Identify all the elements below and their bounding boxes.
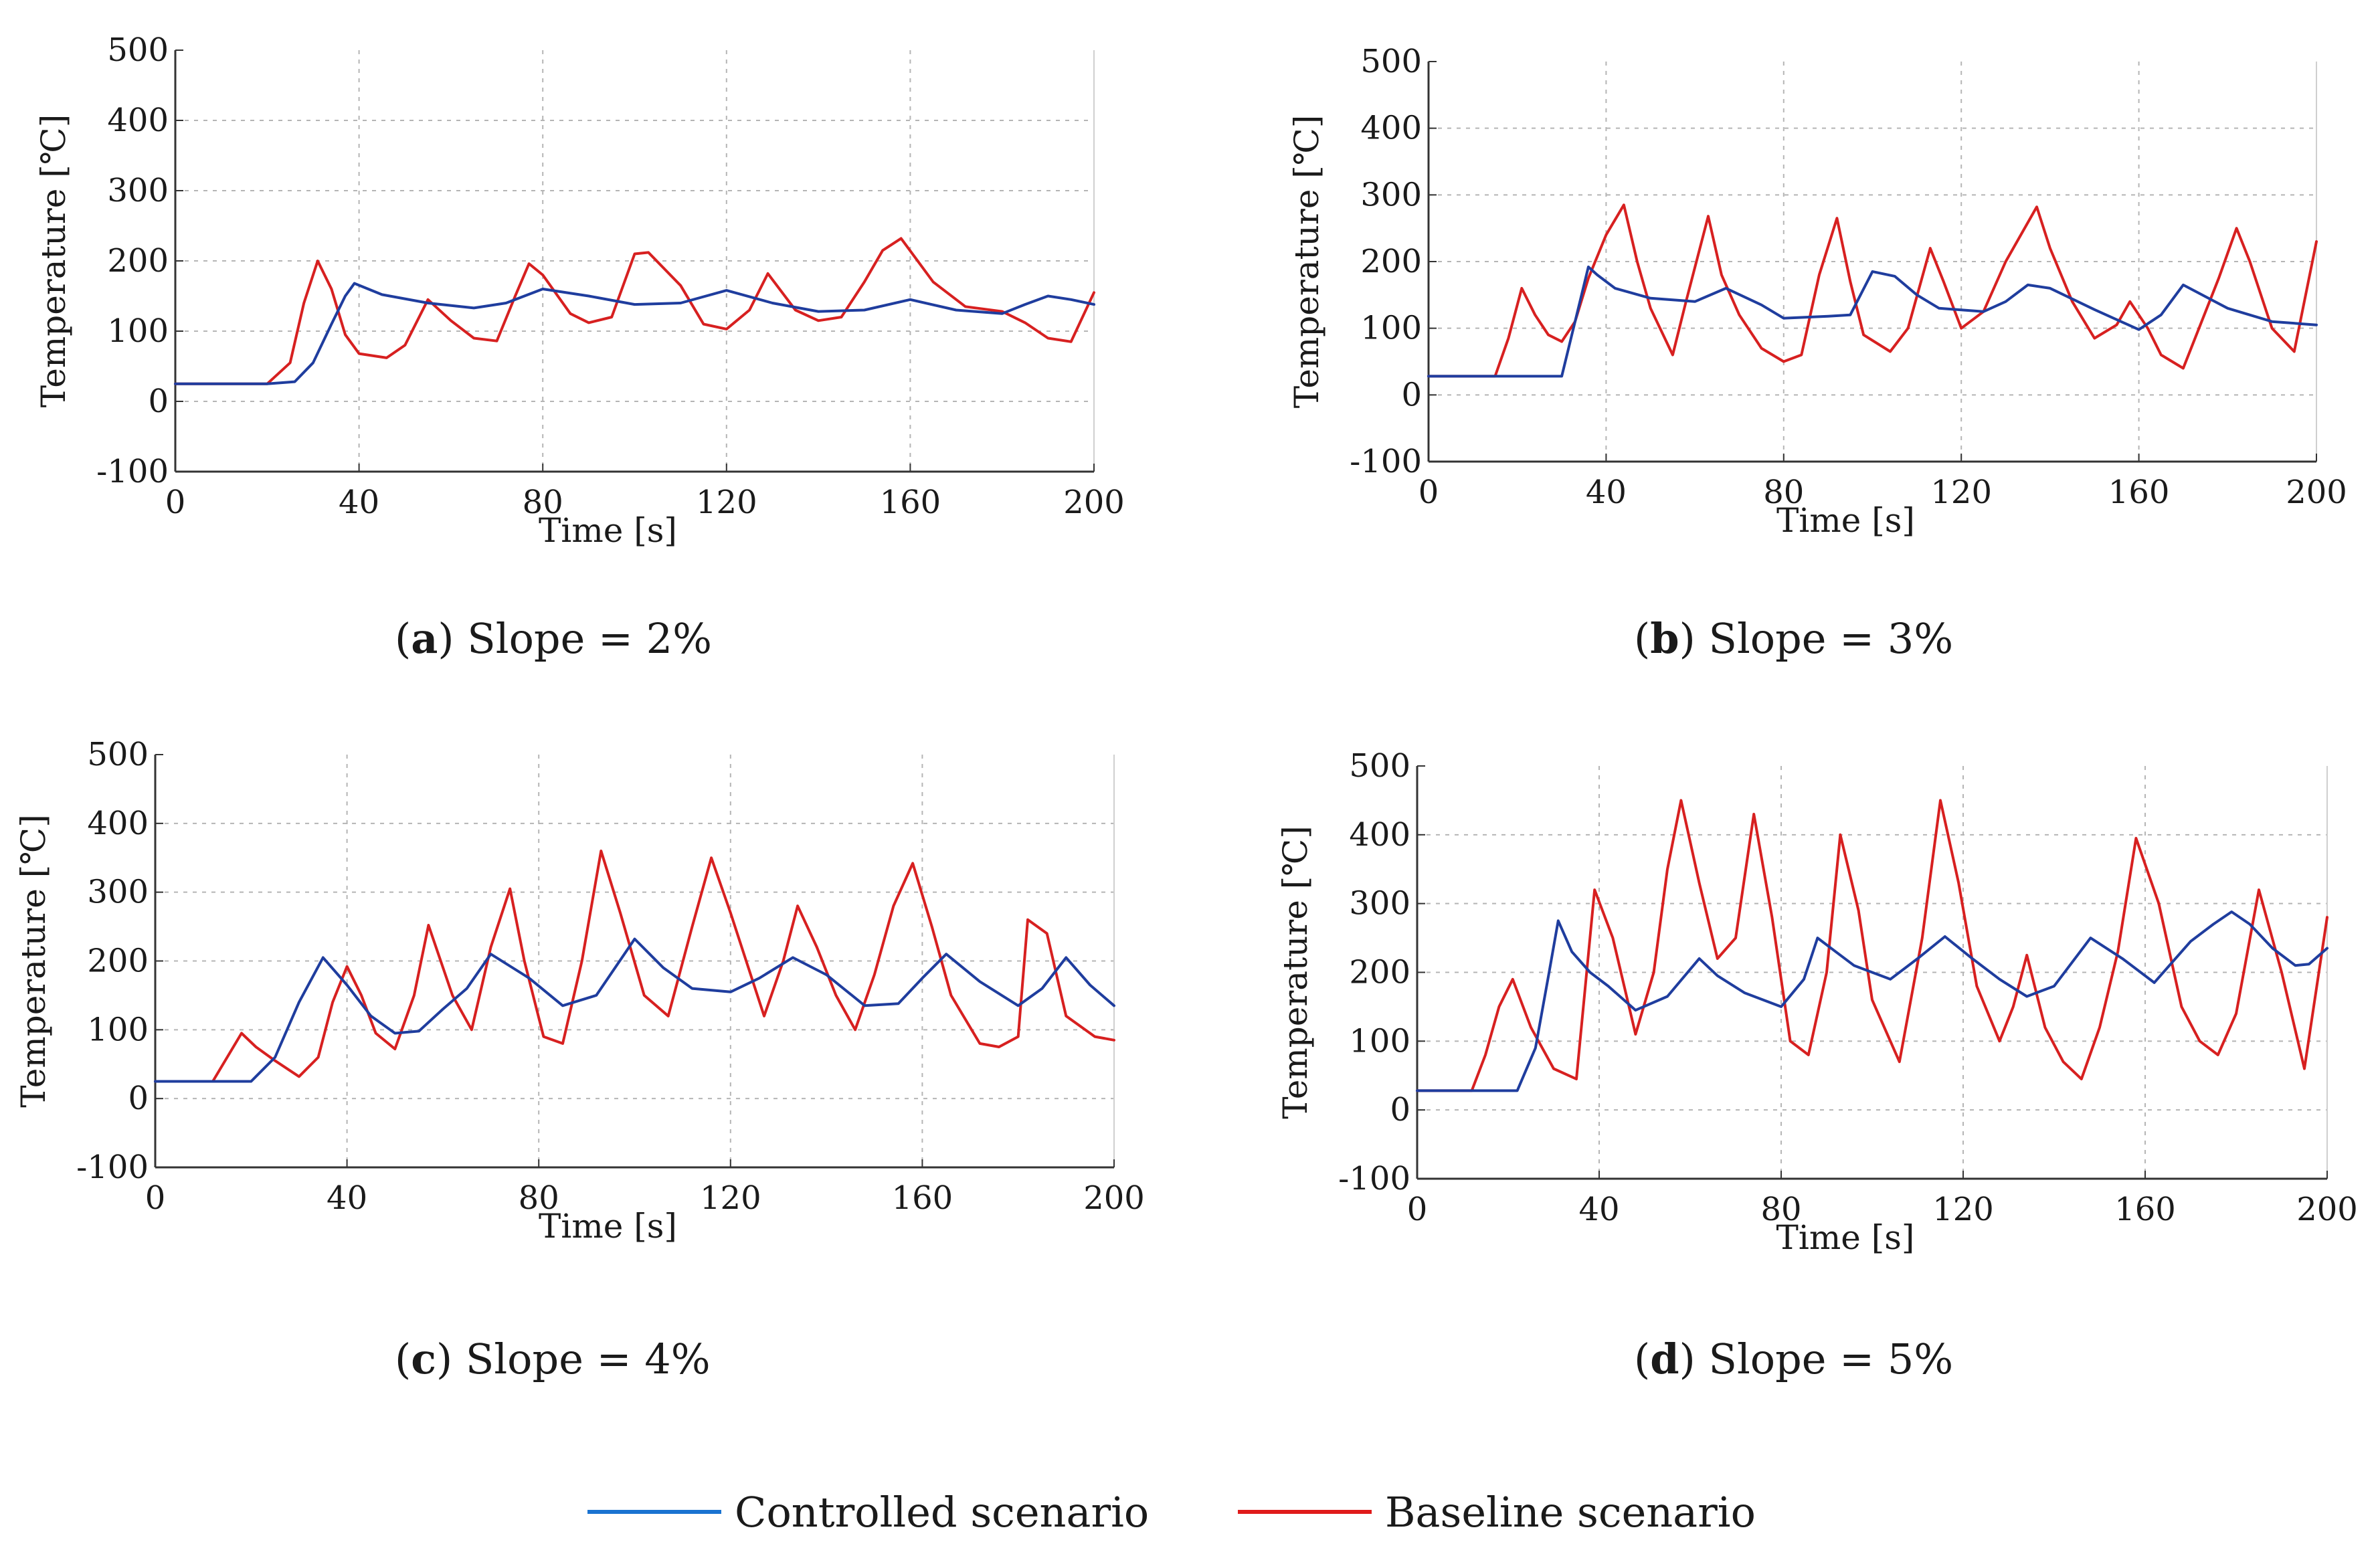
x-axis-title: Time [s] [1776,501,1915,540]
y-tick-label: 200 [107,242,169,280]
series-line-controlled [1416,910,2328,1092]
legend-controlled: Controlled scenario [587,1482,1149,1542]
y-tick-label: 500 [87,736,149,773]
x-tick-label: 0 [145,1179,166,1217]
y-tick-label: 400 [87,805,149,842]
series-line-baseline [154,850,1115,1083]
caption-letter: d [1650,1335,1679,1383]
x-tick-label: 120 [696,484,757,521]
caption-text: Slope = 5% [1708,1335,1954,1383]
y-tick-label: 500 [107,31,169,69]
y-tick-label: 0 [148,383,169,420]
x-tick-label: 200 [1063,484,1125,521]
caption-b: (b) Slope = 3% [1634,614,1954,663]
y-tick-label: 0 [1401,376,1422,413]
y-tick-label: 300 [87,874,149,911]
x-tick-label: 80 [519,1179,559,1217]
x-axis-title: Time [s] [1776,1218,1915,1257]
series-line-controlled [154,937,1115,1083]
y-axis-title: Temperature [℃] [14,814,53,1107]
x-tick-label: 160 [880,484,941,521]
y-tick-label: 200 [1349,954,1410,991]
x-tick-label: 40 [327,1179,367,1217]
y-tick-label: 100 [107,312,169,350]
legend-label-baseline: Baseline scenario [1385,1487,1756,1537]
x-tick-label: 0 [1418,474,1439,511]
caption-letter: c [411,1335,436,1383]
y-tick-label: 400 [1360,110,1422,147]
x-tick-label: 80 [1760,1191,1801,1228]
x-tick-label: 80 [523,484,563,521]
y-tick-label: 500 [1349,747,1410,785]
caption-letter: a [411,614,438,663]
caption-text: Slope = 3% [1708,614,1954,663]
y-tick-label: -100 [1338,1160,1410,1197]
caption-text: Slope = 2% [467,614,713,663]
caption-a: (a) Slope = 2% [395,614,713,663]
caption-text: Slope = 4% [465,1335,711,1383]
series-line-baseline [1427,203,2318,378]
x-tick-label: 200 [2286,474,2347,511]
x-tick-label: 120 [700,1179,761,1217]
y-tick-label: 100 [1360,310,1422,347]
series-line-controlled [174,282,1095,385]
y-tick-label: -100 [1350,443,1422,480]
x-tick-label: 200 [2296,1191,2358,1228]
caption-c: (c) Slope = 4% [395,1335,711,1383]
y-tick-label: 200 [1360,243,1422,280]
x-tick-label: 160 [892,1179,953,1217]
legend-swatch-baseline [1238,1510,1372,1514]
y-tick-label: 0 [1390,1091,1410,1129]
legend-swatch-controlled [587,1510,721,1514]
x-tick-label: 80 [1763,474,1804,511]
x-axis-title: Time [s] [539,1207,677,1246]
y-tick-label: 400 [1349,816,1410,854]
series-line-baseline [1416,799,2328,1092]
y-tick-label: -100 [96,453,169,490]
legend-label-controlled: Controlled scenario [735,1487,1150,1537]
x-tick-label: 120 [1932,1191,1994,1228]
caption-d: (d) Slope = 5% [1634,1335,1954,1383]
x-tick-label: 160 [2108,474,2170,511]
x-axis-title: Time [s] [539,511,677,550]
x-tick-label: 40 [339,484,379,521]
x-tick-label: 120 [1930,474,1992,511]
caption-letter: b [1650,614,1679,663]
x-tick-label: 0 [165,484,186,521]
y-tick-label: 0 [128,1080,149,1117]
y-tick-label: 400 [107,102,169,139]
x-tick-label: 160 [2114,1191,2176,1228]
y-tick-label: 300 [107,172,169,209]
y-axis-title: Temperature [℃] [1276,826,1315,1119]
series-line-controlled [1427,266,2318,378]
y-tick-label: 500 [1360,43,1422,80]
y-tick-label: 200 [87,943,149,980]
y-tick-label: 300 [1360,176,1422,213]
y-axis-title: Temperature [℃] [34,114,73,407]
y-tick-label: 100 [87,1011,149,1048]
series-line-baseline [174,237,1095,385]
x-tick-label: 200 [1083,1179,1145,1217]
x-tick-label: 0 [1407,1191,1428,1228]
y-tick-label: 100 [1349,1022,1410,1060]
y-tick-label: -100 [76,1149,149,1186]
x-tick-label: 40 [1586,474,1627,511]
legend-baseline: Baseline scenario [1238,1482,1756,1542]
y-axis-title: Temperature [℃] [1287,115,1326,408]
x-tick-label: 40 [1578,1191,1619,1228]
y-tick-label: 300 [1349,885,1410,923]
